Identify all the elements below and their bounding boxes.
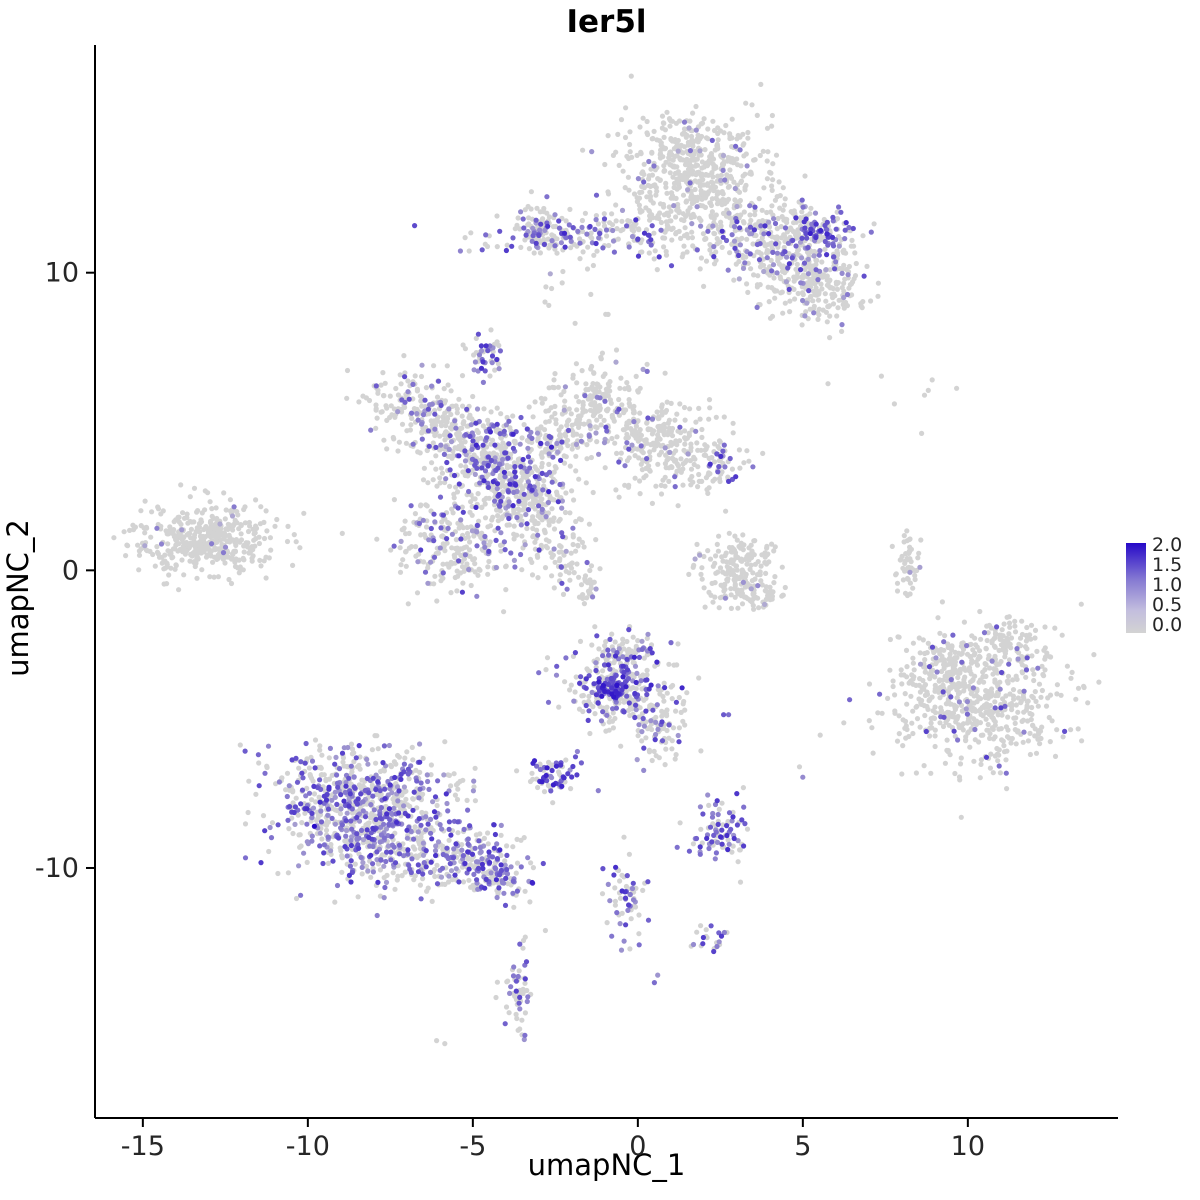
- x-tick-label: 10: [951, 1131, 985, 1162]
- y-tick-label: -10: [35, 853, 79, 884]
- axes: -15 -10 -5 0 5 10 10 0 -10: [35, 45, 1118, 1162]
- x-axis-title: umapNC_1: [527, 1148, 686, 1182]
- colorbar-label: 0.5: [1152, 594, 1182, 616]
- colorbar-label: 0.0: [1152, 614, 1182, 636]
- chart-title: Ier5l: [566, 4, 647, 40]
- y-tick-label: 10: [45, 258, 79, 289]
- colorbar-label: 1.0: [1152, 574, 1182, 596]
- x-tick-label: -5: [459, 1131, 486, 1162]
- x-tick-label: 5: [794, 1131, 811, 1162]
- colorbar-label: 2.0: [1152, 534, 1182, 556]
- scatter-points: [111, 73, 1102, 1047]
- colorbar-gradient: [1126, 543, 1146, 633]
- expression-colorbar: 2.01.51.00.50.0: [1126, 534, 1182, 636]
- x-tick-label: 0: [629, 1131, 646, 1162]
- x-tick-label: -10: [286, 1131, 330, 1162]
- colorbar-label: 1.5: [1152, 554, 1182, 576]
- y-tick-label: 0: [62, 555, 79, 586]
- x-tick-label: -15: [121, 1131, 165, 1162]
